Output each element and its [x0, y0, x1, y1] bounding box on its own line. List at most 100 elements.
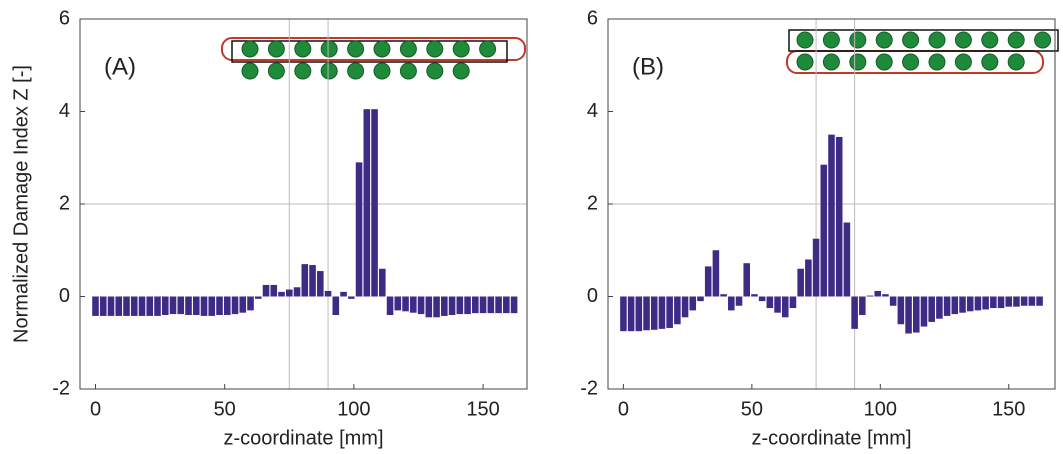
sensor-dot [796, 53, 814, 71]
bar [697, 296, 704, 302]
bar [627, 296, 635, 332]
sensor-dot [1007, 31, 1025, 49]
sensor-dot [267, 40, 285, 58]
bar [766, 296, 774, 309]
bar [913, 296, 920, 333]
y-tick-label: 6 [59, 7, 70, 29]
bar [704, 266, 712, 297]
y-tick-label: 4 [59, 100, 70, 122]
sensor-dot [399, 40, 417, 58]
bar [425, 296, 433, 318]
bar [410, 296, 417, 313]
sensor-dot [822, 53, 840, 71]
bar [479, 296, 487, 314]
bar [355, 162, 363, 297]
sensor-dot [241, 62, 259, 80]
bar [928, 296, 935, 322]
bar [371, 109, 378, 297]
bar [340, 291, 347, 297]
y-tick-label: -2 [580, 377, 598, 399]
sensor-dot [928, 53, 946, 71]
sensor-dot [902, 53, 920, 71]
bar [495, 296, 502, 314]
bar [456, 296, 464, 315]
bar [728, 296, 735, 311]
bar [293, 287, 301, 297]
bar [169, 296, 177, 315]
bar [363, 109, 371, 297]
bar [324, 290, 332, 297]
bar [270, 284, 278, 297]
x-tick-label: 50 [741, 398, 763, 420]
bar [223, 296, 231, 315]
bar [751, 294, 758, 297]
bar [997, 296, 1005, 309]
sensor-dot [241, 40, 259, 58]
icon-box [788, 29, 1059, 52]
bar [510, 296, 518, 314]
x-tick-label: 0 [90, 398, 101, 420]
bar [758, 296, 766, 302]
y-tick-label: 2 [59, 192, 70, 214]
bar [666, 296, 673, 328]
bar [743, 263, 750, 297]
y-tick-label: 4 [587, 100, 598, 122]
bar [1005, 296, 1013, 307]
sensor-dot [294, 62, 312, 80]
bar [820, 164, 828, 297]
bar [920, 296, 928, 327]
panel-label: (B) [632, 53, 664, 80]
y-tick-label: 6 [587, 7, 598, 29]
sensor-dot [954, 53, 972, 71]
panel-label: (A) [104, 53, 136, 80]
bar [974, 296, 982, 311]
bar [805, 259, 812, 297]
sensor-dot [981, 53, 999, 71]
bar [959, 296, 966, 313]
x-axis-label: z-coordinate [mm] [751, 427, 911, 449]
y-tick-label: 0 [587, 285, 598, 307]
bar [317, 271, 324, 297]
bar [192, 296, 200, 315]
bar [487, 296, 495, 314]
sensor-dot [822, 31, 840, 49]
bar [115, 296, 123, 316]
x-tick-label: 150 [992, 398, 1025, 420]
sensor-dot [849, 31, 867, 49]
bar [658, 296, 666, 329]
bar [835, 136, 843, 297]
bar [681, 296, 689, 318]
bar [92, 296, 99, 316]
bar [882, 294, 889, 297]
sensor-dot [796, 31, 814, 49]
bar [448, 296, 456, 315]
y-tick-label: -2 [52, 377, 70, 399]
bar [130, 296, 138, 316]
bar [689, 296, 697, 311]
bar [650, 296, 658, 330]
sensor-dot [1034, 31, 1052, 49]
bar [828, 134, 835, 297]
x-axis-label: z-coordinate [mm] [223, 427, 383, 449]
bar [433, 296, 440, 318]
bar [402, 296, 409, 312]
bar [990, 296, 997, 309]
bar [674, 296, 681, 325]
bar [185, 296, 192, 315]
bar [982, 296, 989, 310]
y-axis-label: Normalized Damage Index Z [-] [10, 65, 32, 343]
bar [851, 296, 858, 329]
sensor-dot [294, 40, 312, 58]
sensor-dot [1007, 53, 1025, 71]
x-tick-label: 100 [864, 398, 897, 420]
sensor-dot [347, 40, 365, 58]
sensor-dot [320, 62, 338, 80]
bar [866, 295, 874, 297]
bar [720, 294, 727, 297]
bar [332, 296, 340, 315]
bar [200, 296, 208, 316]
bar [394, 296, 402, 311]
bar [138, 296, 146, 316]
sensor-dot [426, 40, 444, 58]
